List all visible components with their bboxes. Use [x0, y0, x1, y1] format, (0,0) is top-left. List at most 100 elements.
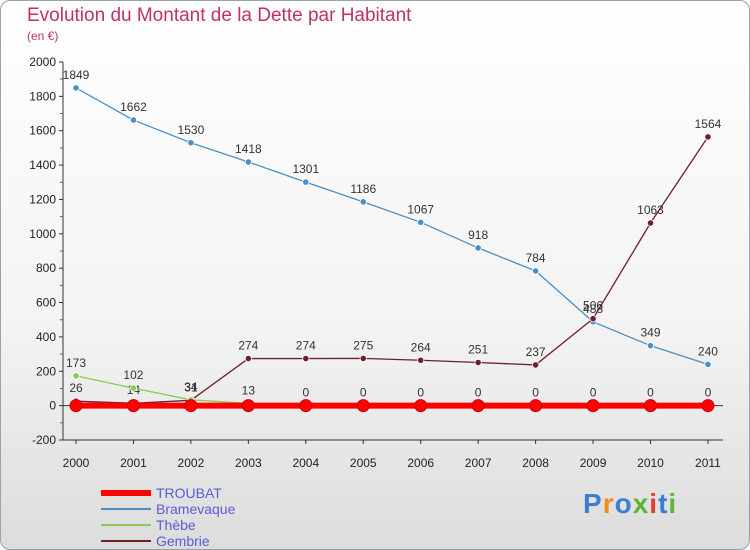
data-label-thebe: 0: [705, 386, 712, 400]
data-label-thebe: 0: [532, 386, 539, 400]
data-label-thebe: 13: [242, 383, 256, 397]
logo-letter: t: [658, 488, 669, 519]
legend-swatch-troubat: [101, 490, 151, 496]
data-label-bramevaque: 1849: [63, 68, 90, 82]
data-point-troubat[interactable]: [184, 399, 198, 413]
data-point-gembrie[interactable]: [244, 354, 252, 363]
data-point-gembrie[interactable]: [704, 133, 712, 141]
data-point-bramevaque[interactable]: [244, 158, 252, 166]
data-point-troubat[interactable]: [529, 399, 543, 413]
data-point-bramevaque[interactable]: [359, 198, 367, 206]
logo-letter: P: [583, 488, 603, 519]
series-layer: 1849 1662 1530 1418 1301 1186 1067 918 784 488 349…: [63, 68, 722, 413]
data-label-thebe: 0: [302, 386, 309, 400]
data-point-troubat[interactable]: [241, 399, 255, 413]
y-tick-label: -200: [32, 433, 56, 447]
x-tick-label: 2007: [465, 456, 492, 470]
data-label-gembrie: 31: [184, 380, 198, 394]
x-tick-label: 2002: [178, 456, 205, 470]
data-point-troubat[interactable]: [701, 399, 715, 413]
legend-swatch-bramevaque: [101, 508, 151, 510]
legend-swatch-gembrie: [101, 540, 151, 542]
y-tick-label: 1000: [29, 227, 56, 241]
data-point-gembrie[interactable]: [531, 361, 540, 369]
data-point-troubat[interactable]: [356, 399, 370, 413]
data-point-bramevaque[interactable]: [72, 84, 80, 92]
data-point-troubat[interactable]: [586, 399, 600, 413]
x-tick-label: 2009: [580, 456, 607, 470]
legend-label-troubat: TROUBAT: [156, 485, 222, 501]
data-point-bramevaque[interactable]: [302, 178, 310, 186]
x-tick-label: 2010: [637, 456, 664, 470]
data-point-troubat[interactable]: [126, 399, 140, 413]
axes: [62, 62, 723, 441]
x-ticks: 2000 2001 2002 2003 2004 2005 2006 2007 2008 2009…: [63, 440, 721, 470]
data-point-thebe[interactable]: [129, 384, 138, 392]
data-point-gembrie[interactable]: [589, 315, 597, 323]
data-point-thebe[interactable]: [72, 372, 80, 380]
data-point-troubat[interactable]: [299, 399, 313, 413]
data-label-bramevaque: 784: [526, 251, 546, 265]
logo-letter: i: [649, 488, 659, 519]
y-tick-label: 400: [36, 330, 56, 344]
data-point-bramevaque[interactable]: [531, 267, 540, 275]
data-label-thebe: 173: [66, 356, 86, 370]
data-label-thebe: 0: [647, 386, 654, 400]
x-tick-label: 2001: [120, 456, 147, 470]
data-point-gembrie[interactable]: [474, 358, 482, 367]
legend-item-troubat[interactable]: TROUBAT: [101, 485, 301, 501]
data-label-gembrie: 26: [69, 381, 83, 395]
data-label-bramevaque: 1186: [350, 182, 376, 196]
legend-item-thebe[interactable]: Thèbe: [101, 517, 301, 533]
y-ticks: -200 0 200 400 600 800 1000 1200 1400 1600 1800 200…: [29, 55, 63, 447]
data-label-thebe: 0: [590, 386, 597, 400]
data-point-bramevaque[interactable]: [704, 360, 712, 368]
legend-swatch-thebe: [101, 524, 151, 526]
data-point-bramevaque[interactable]: [417, 218, 425, 226]
legend-item-gembrie[interactable]: Gembrie: [101, 533, 301, 549]
data-label-thebe: 34: [184, 380, 198, 394]
data-point-gembrie[interactable]: [302, 354, 310, 363]
data-label-gembrie: 251: [468, 343, 488, 357]
data-point-gembrie[interactable]: [359, 354, 367, 362]
data-label-thebe: 102: [123, 368, 143, 382]
data-label-gembrie: 237: [526, 345, 546, 359]
data-label-bramevaque: 1301: [292, 162, 319, 176]
x-tick-label: 2003: [235, 456, 262, 470]
series-bramevaque: 1849 1662 1530 1418 1301 1186 1067 918 784 488 349…: [63, 68, 718, 368]
data-point-troubat[interactable]: [471, 399, 485, 413]
data-label-gembrie: 1564: [695, 117, 722, 131]
data-point-bramevaque[interactable]: [187, 139, 195, 147]
data-label-bramevaque: 240: [698, 344, 718, 358]
data-point-troubat[interactable]: [414, 399, 428, 413]
data-point-gembrie[interactable]: [646, 219, 655, 227]
legend-label-bramevaque: Bramevaque: [156, 501, 236, 517]
x-tick-label: 2008: [522, 456, 549, 470]
proxiti-logo: Proxiti: [583, 488, 677, 520]
y-tick-label: 1600: [29, 124, 56, 138]
data-label-gembrie: 275: [353, 338, 373, 352]
data-point-gembrie[interactable]: [417, 356, 425, 364]
data-point-bramevaque[interactable]: [474, 244, 482, 252]
legend-item-bramevaque[interactable]: Bramevaque: [101, 501, 301, 517]
y-tick-label: 0: [49, 399, 56, 413]
logo-letter: r: [602, 488, 615, 519]
data-point-bramevaque[interactable]: [646, 342, 655, 350]
data-point-troubat[interactable]: [69, 399, 83, 413]
x-tick-label: 2011: [695, 456, 721, 470]
data-label-thebe: 0: [417, 386, 424, 400]
data-label-gembrie: 274: [296, 339, 316, 353]
y-tick-label: 1800: [29, 89, 56, 103]
x-tick-label: 2005: [350, 456, 377, 470]
series-line-gembrie: [75, 136, 709, 404]
data-point-troubat[interactable]: [644, 399, 657, 413]
data-label-gembrie: 506: [583, 299, 603, 313]
data-label-thebe: 0: [360, 386, 367, 400]
data-label-bramevaque: 349: [640, 326, 660, 340]
line-chart: -200020040060080010001200140016001800200…: [29, 55, 723, 470]
data-label-bramevaque: 1530: [178, 123, 205, 137]
data-point-bramevaque[interactable]: [129, 116, 138, 124]
data-label-gembrie: 274: [238, 339, 258, 353]
data-label-thebe: 0: [475, 386, 482, 400]
y-tick-label: 800: [36, 261, 56, 275]
